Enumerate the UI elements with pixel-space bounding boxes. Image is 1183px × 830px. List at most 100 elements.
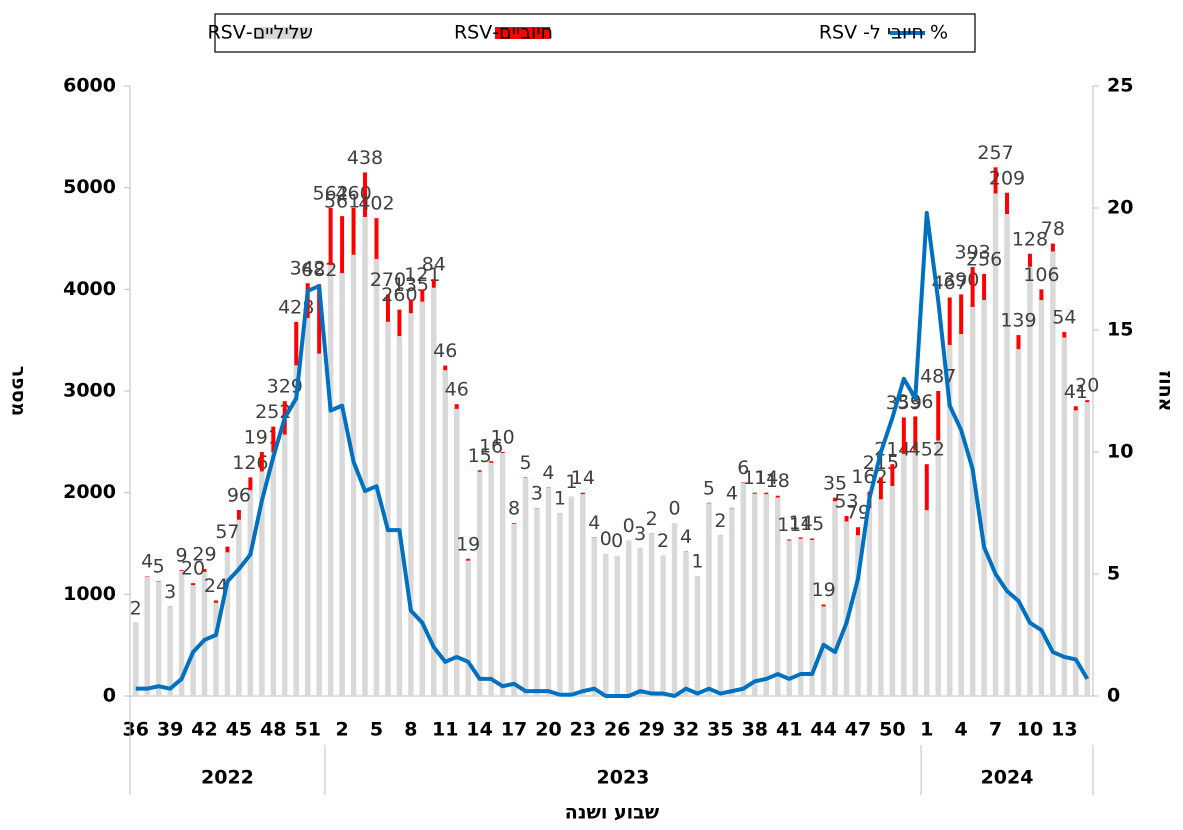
data-label: 4: [588, 512, 600, 534]
bar: [259, 452, 264, 472]
x-tick-label: 48: [260, 719, 286, 741]
data-label: 24: [204, 575, 228, 597]
y-tick-label: 6000: [63, 75, 116, 97]
bar: [936, 391, 941, 441]
bar: [901, 417, 906, 454]
bar: [178, 570, 185, 696]
data-label: 126: [232, 452, 268, 474]
legend-box: [214, 13, 976, 53]
bar: [1038, 300, 1045, 696]
bar: [1073, 410, 1079, 696]
x-tick-label: 51: [294, 719, 320, 741]
bar: [775, 495, 780, 498]
bar: [982, 274, 987, 301]
data-label: 1: [565, 471, 577, 493]
bar: [1050, 243, 1055, 252]
data-label: 0: [611, 530, 623, 552]
data-label: 256: [966, 249, 1002, 271]
bar: [1005, 192, 1010, 214]
bar: [774, 497, 781, 696]
bar: [890, 464, 895, 486]
data-label: 561: [324, 191, 360, 213]
bar: [523, 477, 528, 478]
bar: [466, 558, 471, 561]
bar: [1004, 213, 1010, 696]
data-label: 8: [508, 498, 520, 520]
bar: [408, 299, 413, 314]
x-tick-label: 13: [1051, 719, 1077, 741]
data-label: 0: [623, 515, 635, 537]
y2-tick-label: 0: [1107, 685, 1120, 707]
bar: [1016, 335, 1021, 350]
data-label: 487: [920, 366, 956, 388]
bar: [970, 266, 975, 307]
bar: [374, 218, 379, 260]
bar: [1062, 332, 1067, 338]
bar: [1073, 406, 1078, 411]
bar: [499, 453, 506, 696]
bar: [729, 508, 735, 696]
bar: [969, 306, 976, 696]
bar: [1061, 337, 1068, 696]
data-label: 19: [456, 533, 480, 555]
bar: [167, 606, 173, 696]
bar: [1050, 251, 1056, 696]
data-label: 460: [335, 183, 371, 205]
data-label: 3: [164, 581, 176, 603]
y-tick-label: 2000: [63, 481, 116, 503]
bar: [568, 496, 575, 696]
data-label: 1: [554, 488, 566, 510]
bar: [476, 471, 483, 696]
year-label: 2023: [597, 767, 650, 789]
x-axis-title: שבוע ושנה: [565, 802, 660, 824]
bar: [797, 538, 804, 696]
x-tick-label: 35: [707, 719, 733, 741]
data-label: 390: [943, 269, 979, 291]
data-label: 16: [479, 436, 503, 458]
data-label: 3: [531, 482, 543, 504]
bar: [947, 297, 952, 345]
bar: [351, 208, 356, 255]
bar: [545, 487, 552, 696]
data-label: 2: [714, 510, 726, 532]
data-label: 46: [433, 340, 457, 362]
bar: [522, 477, 529, 696]
data-label: 79: [846, 502, 870, 524]
bar: [798, 537, 803, 539]
bar: [489, 461, 494, 463]
legend-label: שליליים-RSV: [207, 22, 313, 44]
data-label: 562: [312, 183, 348, 205]
bar: [339, 273, 345, 696]
bar: [443, 365, 448, 371]
legend-swatch: [495, 27, 550, 39]
data-label: 20: [1075, 375, 1099, 397]
data-label: 128: [1012, 228, 1048, 250]
x-tick-label: 17: [501, 719, 527, 741]
bar: [671, 523, 678, 696]
bar: [1039, 289, 1044, 301]
bar: [787, 539, 792, 541]
data-label: 0: [600, 528, 612, 550]
x-tick-label: 8: [404, 719, 417, 741]
bar: [603, 553, 609, 696]
bar: [717, 535, 724, 696]
x-tick-label: 47: [845, 719, 871, 741]
x-tick-label: 29: [638, 719, 664, 741]
bar: [225, 546, 230, 553]
bar: [236, 509, 241, 520]
bar: [363, 172, 368, 217]
data-label: 106: [1023, 264, 1059, 286]
bar: [144, 576, 150, 696]
bar: [385, 321, 391, 696]
x-tick-label: 44: [810, 719, 836, 741]
x-tick-label: 4: [955, 719, 968, 741]
line: [135, 210, 1089, 698]
data-label: 4: [680, 526, 692, 548]
bar: [557, 513, 563, 696]
bar: [453, 408, 460, 696]
data-label: 96: [227, 484, 251, 506]
bar: [625, 540, 632, 696]
bar: [740, 483, 747, 696]
bar: [247, 490, 254, 696]
bar: [397, 309, 402, 337]
